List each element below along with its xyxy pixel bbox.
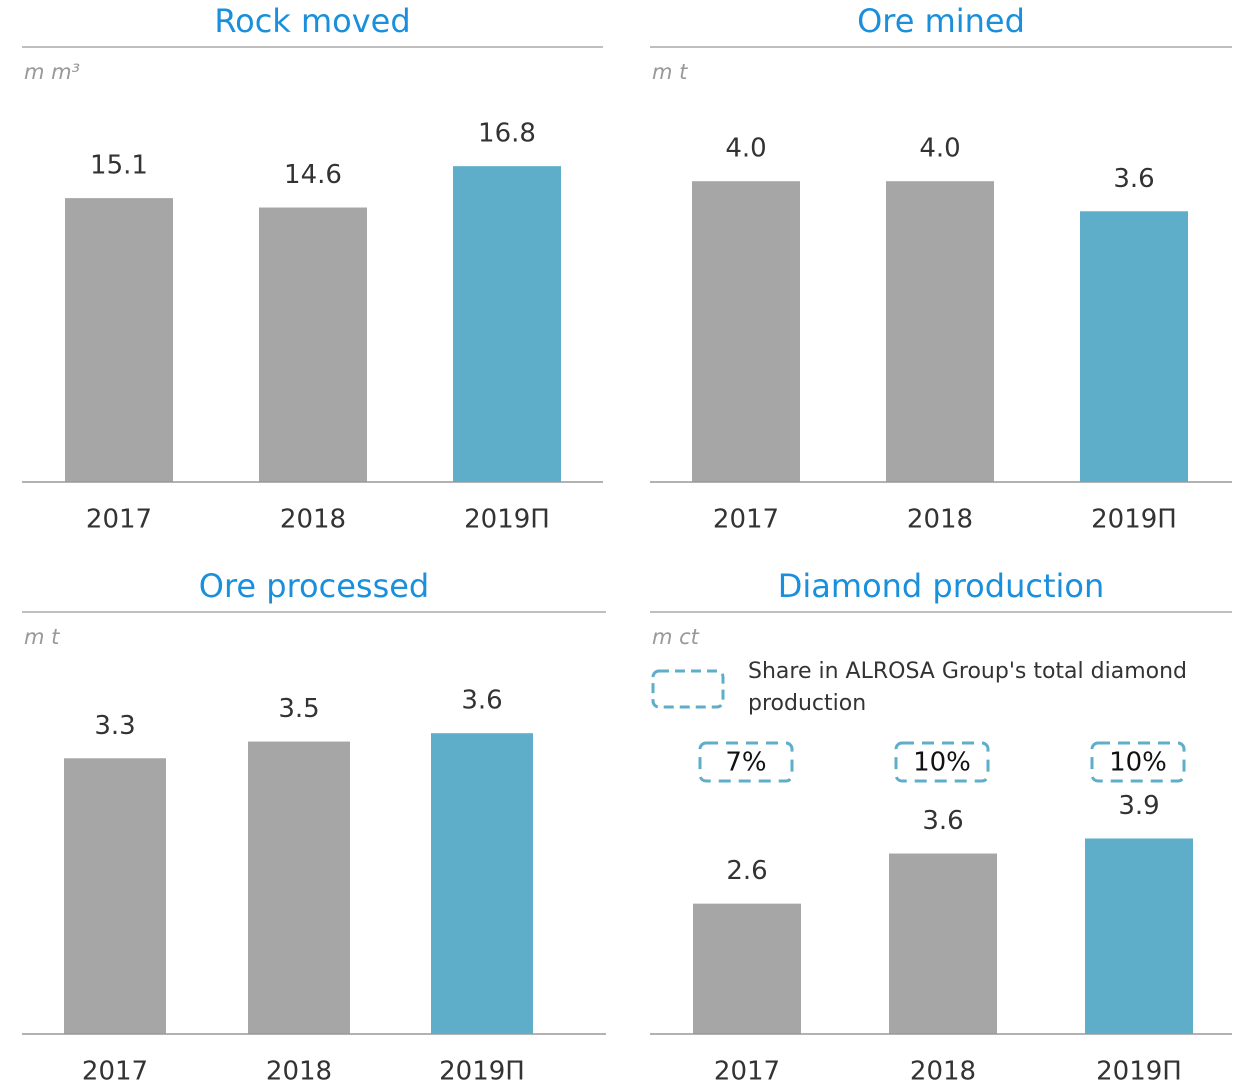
legend: Share in ALROSA Group's total diamond pr…: [748, 659, 1187, 716]
x-tick-label: 2017: [86, 505, 152, 535]
value-label: 4.0: [919, 134, 960, 164]
value-label: 16.8: [478, 119, 536, 149]
x-tick-label: 2017: [82, 1057, 148, 1087]
value-label: 3.5: [278, 694, 319, 724]
unit-label: m ct: [652, 625, 700, 649]
value-label: 3.3: [94, 711, 135, 741]
value-label: 3.6: [1113, 164, 1154, 194]
bar: [693, 903, 801, 1034]
share-box: [698, 741, 794, 783]
value-label: 2.6: [726, 856, 767, 886]
x-tick-label: 2018: [910, 1057, 976, 1087]
x-tick-label: 2019П: [439, 1057, 525, 1087]
x-tick-label: 2019П: [1096, 1057, 1182, 1087]
x-tick-label: 2019П: [464, 505, 550, 535]
bar: [886, 181, 994, 482]
legend-swatch: [651, 669, 725, 709]
chart-title: Ore processed: [199, 567, 429, 605]
share-label: 10%: [1109, 748, 1167, 778]
bar: [1080, 211, 1188, 482]
chart-title: Ore mined: [857, 2, 1025, 40]
legend-label: Share in ALROSA Group's total diamond pr…: [748, 659, 1187, 716]
x-tick-label: 2018: [280, 505, 346, 535]
share-label: 10%: [913, 748, 971, 778]
x-tick-label: 2018: [907, 505, 973, 535]
bar: [65, 198, 173, 482]
bar: [453, 166, 561, 482]
value-label: 15.1: [90, 151, 148, 181]
share-label: 7%: [725, 748, 766, 778]
chart-title: Diamond production: [778, 567, 1104, 605]
unit-label: m m³: [24, 60, 80, 84]
chart-title: Rock moved: [214, 2, 410, 40]
value-label: 14.6: [284, 160, 342, 190]
value-label: 4.0: [725, 134, 766, 164]
x-tick-label: 2018: [266, 1057, 332, 1087]
bar: [1085, 838, 1193, 1034]
x-tick-label: 2017: [714, 1057, 780, 1087]
value-label: 3.9: [1118, 791, 1159, 821]
bar: [692, 181, 800, 482]
unit-label: m t: [24, 625, 60, 649]
value-label: 3.6: [461, 686, 502, 716]
bar: [259, 207, 367, 482]
bar: [248, 741, 350, 1034]
value-label: 3.6: [922, 806, 963, 836]
unit-label: m t: [652, 60, 688, 84]
bar: [64, 758, 166, 1034]
share-box: [1090, 741, 1186, 783]
x-tick-label: 2017: [713, 505, 779, 535]
x-tick-label: 2019П: [1091, 505, 1177, 535]
bar: [889, 853, 997, 1034]
bar: [431, 733, 533, 1034]
share-box: [894, 741, 990, 783]
